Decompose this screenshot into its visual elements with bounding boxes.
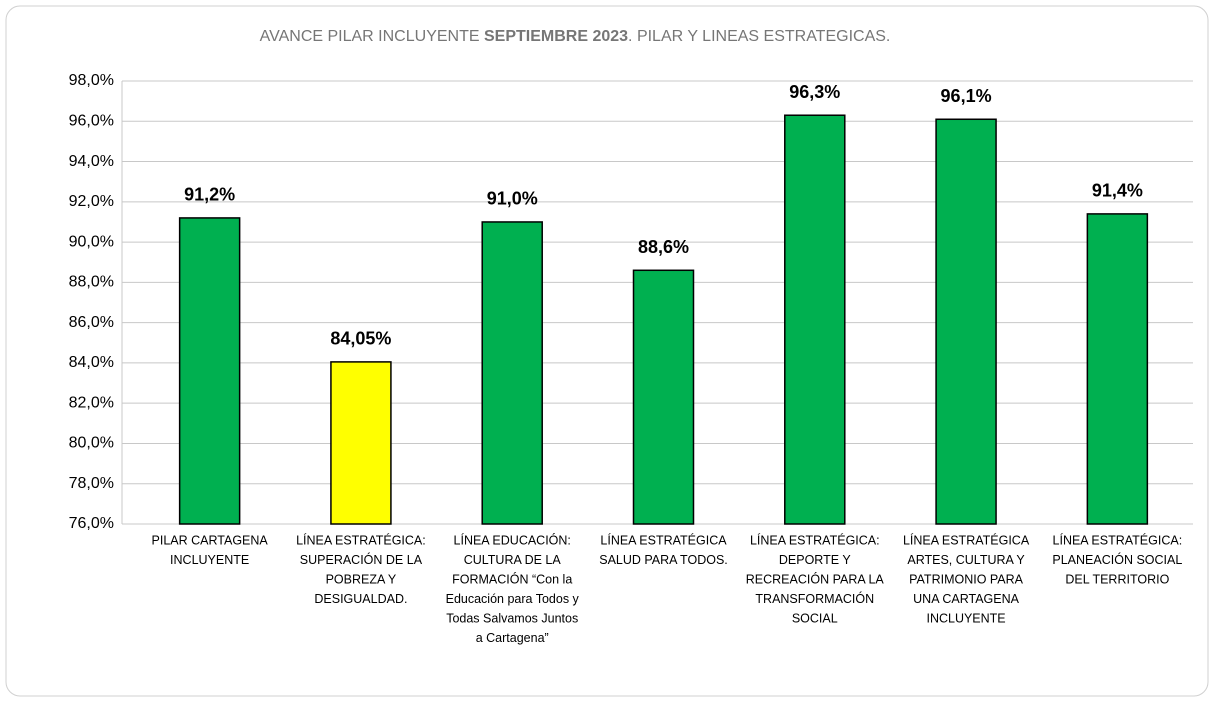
title-part: SEPTIEMBRE 2023 — [484, 28, 628, 45]
y-tick-label: 82,0% — [69, 394, 114, 411]
x-tick-label: INCLUYENTE — [170, 553, 249, 567]
x-tick-label: LÍNEA ESTRATÉGICA — [600, 532, 727, 547]
data-label: 84,05% — [330, 329, 391, 349]
data-label: 88,6% — [638, 237, 689, 257]
bar — [784, 114, 846, 525]
x-tick-label: LÍNEA EDUCACIÓN: — [454, 532, 571, 547]
y-tick-label: 84,0% — [69, 354, 114, 371]
x-tick-label: PLANEACIÓN SOCIAL — [1052, 552, 1182, 567]
y-tick-label: 86,0% — [69, 314, 114, 331]
x-tick-label: SOCIAL — [792, 611, 838, 625]
x-tick-label: POBREZA Y — [326, 572, 397, 586]
bar — [481, 221, 543, 525]
x-tick-label: Todas Salvamos Juntos — [446, 611, 578, 625]
x-tick-label: UNA CARTAGENA — [913, 592, 1019, 606]
x-tick-label: PATRIMONIO PARA — [909, 572, 1024, 586]
bar — [935, 118, 997, 525]
data-label: 91,4% — [1092, 181, 1143, 201]
x-tick-label: SUPERACIÓN DE LA — [300, 552, 423, 567]
y-tick-label: 96,0% — [69, 112, 114, 129]
x-tick-label: LÍNEA ESTRATÉGICA: — [1053, 532, 1183, 547]
data-label: 91,0% — [487, 189, 538, 209]
x-tick-label: TRANSFORMACIÓN — [755, 591, 874, 606]
bar — [1086, 213, 1149, 525]
y-tick-label: 98,0% — [69, 72, 114, 89]
x-tick-label: DESIGUALDAD. — [314, 592, 407, 606]
y-tick-label: 76,0% — [69, 515, 114, 532]
x-tick-label: INCLUYENTE — [926, 611, 1005, 625]
x-tick-label: LÍNEA ESTRATÉGICA — [903, 532, 1030, 547]
y-tick-label: 80,0% — [69, 435, 114, 452]
x-tick-label: FORMACIÓN “Con la — [452, 571, 572, 586]
title-part: . PILAR Y LINEAS ESTRATEGICAS. — [628, 28, 890, 45]
bar — [178, 217, 241, 525]
y-tick-label: 94,0% — [69, 153, 114, 170]
data-label: 96,3% — [789, 82, 840, 102]
y-tick-label: 92,0% — [69, 193, 114, 210]
x-tick-label: ARTES, CULTURA Y — [907, 553, 1025, 567]
data-label: 91,2% — [184, 185, 235, 205]
x-tick-label: RECREACIÓN PARA LA — [746, 571, 885, 586]
x-tick-label: DEL TERRITORIO — [1065, 572, 1169, 586]
y-tick-label: 90,0% — [69, 233, 114, 250]
x-tick-label: LÍNEA ESTRATÉGICA: — [750, 532, 880, 547]
x-tick-label: Educación para Todos y — [446, 592, 580, 606]
x-tick-label: SALUD PARA TODOS. — [599, 553, 728, 567]
x-tick-label: LÍNEA ESTRATÉGICA: — [296, 532, 426, 547]
bar — [330, 361, 392, 525]
y-tick-label: 88,0% — [69, 274, 114, 291]
x-tick-label: PILAR CARTAGENA — [152, 533, 269, 547]
y-tick-label: 78,0% — [69, 475, 114, 492]
chart-title: AVANCE PILAR INCLUYENTE SEPTIEMBRE 2023.… — [260, 28, 891, 45]
x-tick-label: DEPORTE Y — [779, 553, 851, 567]
data-label: 96,1% — [941, 86, 992, 106]
title-part: AVANCE PILAR INCLUYENTE — [260, 28, 484, 45]
bar — [632, 269, 695, 525]
x-tick-label: CULTURA DE LA — [464, 553, 562, 567]
x-tick-label: a Cartagena” — [476, 631, 549, 645]
